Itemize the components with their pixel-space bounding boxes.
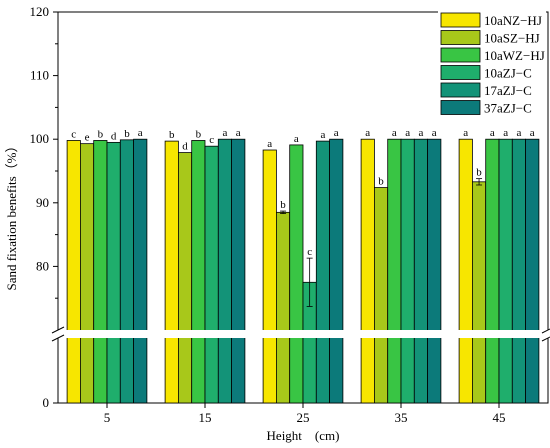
significance-label: a: [267, 138, 272, 150]
legend-label-37aZJ−C: 37aZJ−C: [484, 101, 532, 116]
y-tick-label: 100: [30, 131, 50, 146]
significance-label: c: [209, 134, 214, 146]
bar-10aSZ−HJ-5: [80, 143, 95, 404]
bar-37aZJ−C-25: [329, 138, 344, 404]
bar-10aWZ−HJ-45: [485, 138, 500, 404]
axes-layer: 5 15 25 35 45 0 80 90 100 110 120: [30, 4, 550, 425]
bar-10aSZ−HJ-35: [373, 187, 389, 404]
bar-17aZJ−C-35: [413, 138, 428, 404]
axis-break-gap: [52, 330, 550, 338]
bar-17aZJ−C-15: [217, 138, 233, 404]
legend-label-10aNZ−HJ: 10aNZ−HJ: [484, 13, 542, 28]
legend-label-17aZJ−C: 17aZJ−C: [484, 83, 532, 98]
axis-break-mark-left: [51, 326, 65, 334]
significance-label: a: [334, 127, 339, 139]
legend-swatch-10aSZ−HJ: [440, 30, 481, 45]
legend-label-10aSZ−HJ: 10aSZ−HJ: [484, 31, 540, 46]
significance-label: a: [405, 127, 410, 139]
significance-label: b: [280, 199, 286, 211]
bar-37aZJ−C-15: [231, 138, 246, 404]
significance-label: c: [307, 246, 312, 258]
bar-17aZJ−C-45: [511, 138, 526, 404]
bar-10aWZ−HJ-35: [387, 138, 402, 404]
bar-37aZJ−C-35: [427, 138, 442, 404]
bar-10aNZ−HJ-25: [262, 149, 277, 404]
bar-10aWZ−HJ-25: [289, 144, 304, 404]
significance-label: e: [85, 132, 90, 144]
bar-10aSZ−HJ-25: [275, 211, 291, 404]
bar-10aSZ−HJ-45: [471, 181, 487, 404]
bar-37aZJ−C-5: [133, 138, 148, 404]
significance-label: b: [124, 128, 130, 140]
bar-17aZJ−C-25: [315, 140, 330, 404]
bar-10aWZ−HJ-5: [93, 140, 108, 404]
y-tick-label: 90: [36, 195, 49, 210]
significance-label: a: [236, 127, 241, 139]
y-tick-label: 0: [43, 395, 50, 410]
significance-label: c: [71, 128, 76, 140]
significance-label: b: [169, 129, 175, 141]
x-tick-label: 15: [199, 410, 212, 425]
legend-swatch-10aWZ−HJ: [440, 47, 481, 63]
significance-label: b: [196, 128, 202, 140]
bar-10aZJ−C-5: [106, 141, 121, 404]
legend-swatch-10aNZ−HJ: [440, 12, 481, 28]
significance-label: b: [98, 128, 104, 140]
legend: 10aNZ−HJ 10aSZ−HJ 10aWZ−HJ 10aZJ−C 17aZJ−C 37…: [438, 11, 546, 120]
legend-label-10aWZ−HJ: 10aWZ−HJ: [484, 48, 545, 63]
significance-label: a: [321, 129, 326, 141]
significance-label: a: [365, 127, 370, 139]
x-tick-label: 5: [104, 410, 111, 425]
bar-17aZJ−C-5: [119, 139, 135, 404]
significance-label: a: [138, 127, 143, 139]
significance-label: a: [223, 127, 228, 139]
significance-label: a: [517, 127, 522, 139]
y-tick-label: 120: [30, 4, 50, 19]
legend-swatch-37aZJ−C: [440, 100, 481, 115]
bar-10aSZ−HJ-15: [177, 152, 193, 404]
axis-break-mark-right: [541, 336, 550, 342]
bar-10aWZ−HJ-15: [191, 140, 206, 404]
bar-10aZJ−C-15: [204, 145, 219, 404]
significance-label: a: [419, 127, 424, 139]
significance-label: b: [476, 167, 482, 179]
x-tick-label: 35: [395, 410, 408, 425]
y-tick-label: 110: [30, 68, 49, 83]
bar-10aNZ−HJ-5: [66, 140, 81, 404]
significance-label: b: [378, 176, 384, 188]
significance-label: a: [503, 127, 508, 139]
legend-swatch-17aZJ−C: [440, 82, 481, 98]
significance-label: d: [182, 141, 188, 153]
bar-10aZJ−C-35: [400, 138, 415, 404]
x-axis-title: Height (cm): [267, 428, 340, 443]
bar-10aNZ−HJ-35: [360, 138, 375, 404]
significance-label: a: [392, 127, 397, 139]
significance-label: a: [294, 133, 299, 145]
axis-break-mark-right: [541, 328, 550, 334]
bar-37aZJ−C-45: [525, 138, 540, 404]
bar-10aZJ−C-45: [498, 138, 513, 404]
x-tick-label: 45: [493, 410, 506, 425]
significance-label: a: [490, 127, 495, 139]
y-tick-label: 80: [36, 258, 49, 273]
axis-break-mark-left: [51, 334, 65, 342]
significance-label: a: [432, 127, 437, 139]
significance-label: d: [111, 130, 117, 142]
significance-label: a: [530, 127, 535, 139]
bar-10aNZ−HJ-15: [164, 140, 179, 404]
legend-label-10aZJ−C: 10aZJ−C: [484, 66, 532, 81]
y-axis-title: Sand fixation benefits（%）: [4, 140, 19, 291]
bar-10aNZ−HJ-45: [458, 138, 473, 404]
x-tick-label: 25: [297, 410, 310, 425]
significance-label: a: [463, 127, 468, 139]
legend-swatch-10aZJ−C: [440, 65, 481, 80]
